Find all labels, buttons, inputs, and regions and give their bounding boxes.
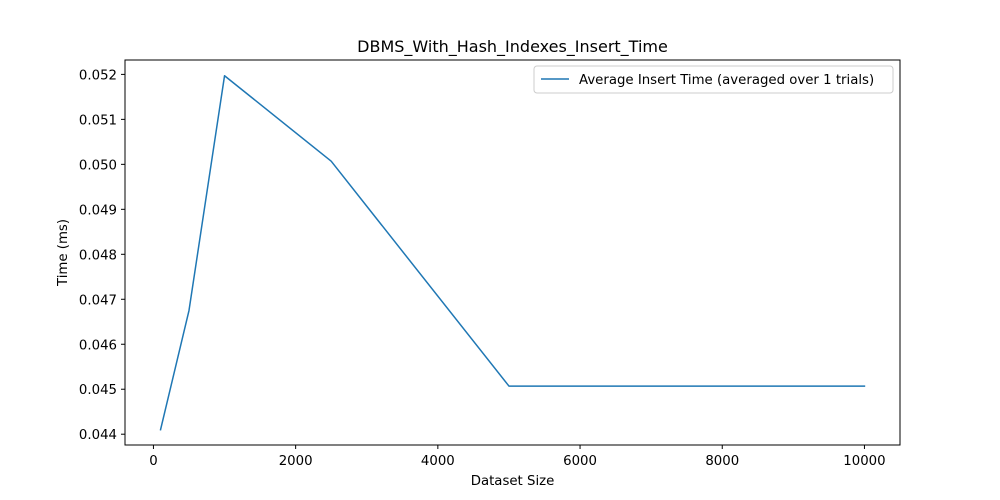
x-axis-label: Dataset Size bbox=[471, 474, 555, 489]
y-tick-label: 0.052 bbox=[79, 68, 117, 83]
y-tick-label: 0.044 bbox=[79, 428, 117, 443]
x-tick-label: 4000 bbox=[421, 454, 455, 469]
series-line-0 bbox=[159, 74, 866, 431]
x-tick-label: 2000 bbox=[279, 454, 313, 469]
legend: Average Insert Time (averaged over 1 tri… bbox=[533, 65, 894, 94]
y-tick-label: 0.045 bbox=[79, 383, 117, 398]
y-tick-label: 0.051 bbox=[79, 113, 117, 128]
x-tick-label: 8000 bbox=[705, 454, 739, 469]
y-tick-label: 0.049 bbox=[79, 203, 117, 218]
y-axis-label: Time (ms) bbox=[56, 219, 71, 287]
plot-frame bbox=[124, 59, 901, 446]
y-tick-label: 0.047 bbox=[79, 293, 117, 308]
legend-label: Average Insert Time (averaged over 1 tri… bbox=[579, 73, 874, 88]
y-tick-label: 0.048 bbox=[79, 248, 117, 263]
y-tick-label: 0.050 bbox=[79, 158, 117, 173]
axis-ticks: 0 2000 4000 6000 8000 10000 0.044 0.045 0.046 0.0… bbox=[79, 68, 886, 469]
x-tick-label: 6000 bbox=[563, 454, 597, 469]
legend-box bbox=[533, 65, 894, 94]
x-tick-label: 0 bbox=[149, 454, 157, 469]
chart-title: DBMS_With_Hash_Indexes_Insert_Time bbox=[357, 37, 668, 57]
x-tick-label: 10000 bbox=[843, 454, 885, 469]
series-lines bbox=[159, 74, 866, 431]
y-tick-label: 0.046 bbox=[79, 338, 117, 353]
